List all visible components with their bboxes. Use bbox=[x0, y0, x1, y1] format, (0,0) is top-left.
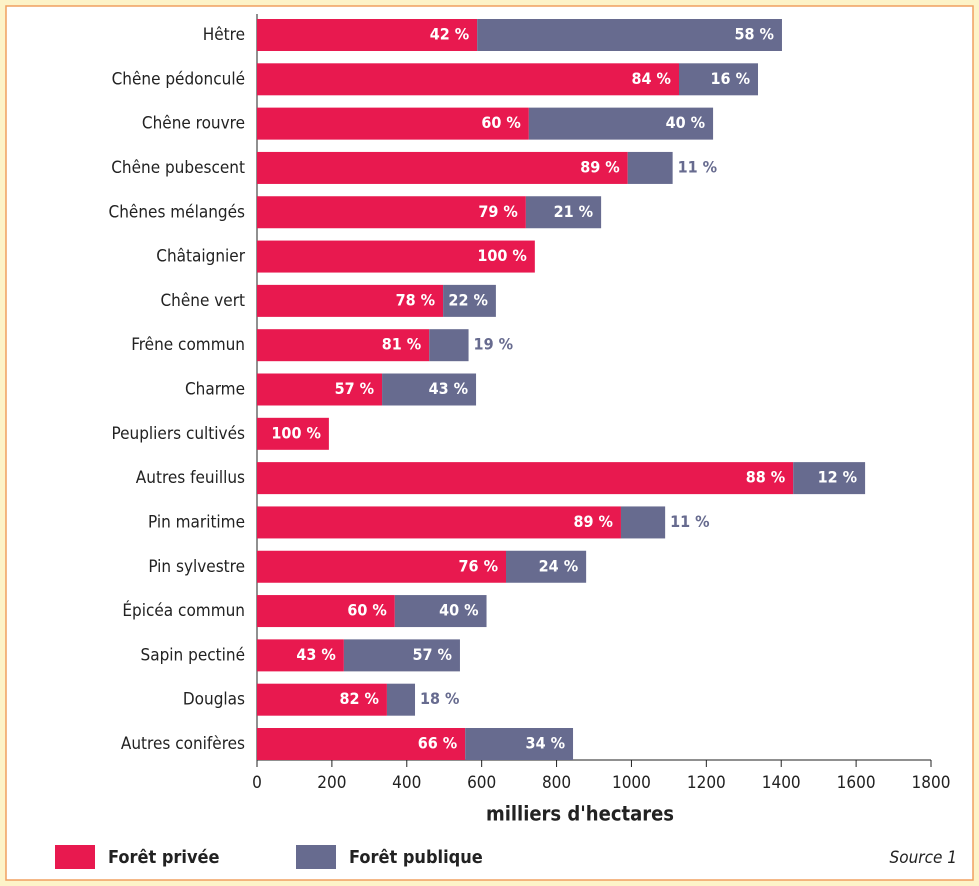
value-label: 89 % bbox=[580, 157, 619, 176]
bar-segment bbox=[429, 329, 469, 362]
y-tick-label: Châtaignier bbox=[156, 247, 245, 267]
y-tick-label: Pin sylvestre bbox=[148, 557, 245, 577]
value-label: 66 % bbox=[418, 734, 457, 753]
bar-segment bbox=[257, 683, 387, 716]
bar-segment bbox=[443, 284, 496, 317]
bar-segment bbox=[620, 506, 666, 539]
value-label: 78 % bbox=[396, 290, 435, 309]
bar-segment bbox=[627, 151, 673, 184]
bar-segment bbox=[257, 19, 478, 51]
y-tick-label: Sapin pectiné bbox=[141, 645, 245, 665]
x-tick-label: 1000 bbox=[612, 773, 651, 793]
value-label: 81 % bbox=[382, 335, 421, 354]
y-tick-label: Chêne rouvre bbox=[142, 114, 245, 134]
value-label: 22 % bbox=[448, 290, 487, 309]
value-label: 89 % bbox=[573, 512, 612, 531]
value-label: 84 % bbox=[632, 69, 671, 88]
value-label: 60 % bbox=[347, 601, 386, 620]
x-tick-label: 1400 bbox=[762, 773, 801, 793]
value-label: 24 % bbox=[539, 556, 578, 575]
y-tick-label: Chêne pédonculé bbox=[112, 69, 245, 89]
bar-segment bbox=[257, 107, 529, 140]
bar-segment bbox=[257, 63, 679, 96]
bar-segment bbox=[465, 728, 574, 760]
value-label: 57 % bbox=[412, 645, 451, 664]
legend-swatch bbox=[55, 845, 95, 869]
bar-segment bbox=[257, 462, 794, 495]
value-label: 43 % bbox=[429, 379, 468, 398]
bar-segment bbox=[257, 373, 383, 406]
value-label: 19 % bbox=[474, 335, 513, 354]
value-label: 40 % bbox=[666, 113, 705, 132]
bar-segment bbox=[343, 639, 460, 672]
value-label: 88 % bbox=[746, 468, 785, 487]
y-tick-label: Autres feuillus bbox=[136, 468, 245, 488]
value-label: 40 % bbox=[439, 601, 478, 620]
bar-segment bbox=[394, 595, 487, 628]
bar-segment bbox=[257, 240, 535, 273]
value-label: 42 % bbox=[430, 25, 469, 44]
bar-segment bbox=[506, 550, 587, 583]
bar-segment bbox=[678, 63, 759, 96]
x-tick-label: 1800 bbox=[912, 773, 951, 793]
value-label: 57 % bbox=[335, 379, 374, 398]
x-tick-label: 200 bbox=[317, 773, 346, 793]
value-label: 21 % bbox=[554, 202, 593, 221]
value-label: 11 % bbox=[678, 157, 717, 176]
bar-segment bbox=[525, 196, 602, 229]
bar-segment bbox=[477, 19, 782, 51]
y-tick-label: Frêne commun bbox=[131, 335, 245, 355]
value-label: 82 % bbox=[339, 689, 378, 708]
y-tick-label: Hêtre bbox=[203, 25, 245, 45]
value-label: 12 % bbox=[818, 468, 857, 487]
x-tick-label: 800 bbox=[542, 773, 571, 793]
value-label: 18 % bbox=[420, 689, 459, 708]
y-tick-label: Chêne pubescent bbox=[111, 158, 245, 178]
legend-label: Forêt publique bbox=[349, 847, 483, 868]
legend-label: Forêt privée bbox=[108, 847, 219, 868]
bar-segment bbox=[257, 595, 395, 628]
bar-segment bbox=[257, 417, 329, 450]
bar-segment bbox=[257, 506, 621, 539]
y-tick-label: Charme bbox=[185, 380, 245, 400]
y-tick-label: Épicéa commun bbox=[122, 599, 245, 621]
y-tick-label: Douglas bbox=[183, 690, 245, 710]
bar-segment bbox=[257, 728, 466, 760]
y-tick-label: Pin maritime bbox=[148, 512, 245, 532]
value-label: 76 % bbox=[459, 556, 498, 575]
bar-segment bbox=[793, 462, 866, 495]
bar-segment bbox=[386, 683, 416, 716]
bar-segment bbox=[257, 550, 507, 583]
value-label: 11 % bbox=[670, 512, 709, 531]
x-tick-label: 1600 bbox=[837, 773, 876, 793]
bar-segment bbox=[382, 373, 477, 406]
bar-segment bbox=[257, 151, 628, 184]
value-label: 100 % bbox=[477, 246, 526, 265]
y-tick-label: Autres conifères bbox=[121, 734, 245, 754]
value-label: 58 % bbox=[735, 25, 774, 44]
legend-swatch bbox=[296, 845, 336, 869]
value-label: 16 % bbox=[711, 69, 750, 88]
value-label: 60 % bbox=[481, 113, 520, 132]
value-label: 43 % bbox=[296, 645, 335, 664]
x-tick-label: 400 bbox=[392, 773, 421, 793]
value-label: 34 % bbox=[526, 734, 565, 753]
bar-segment bbox=[257, 329, 430, 362]
bar-segment bbox=[257, 284, 444, 317]
y-tick-label: Chênes mélangés bbox=[109, 202, 245, 222]
y-tick-label: Peupliers cultivés bbox=[112, 424, 246, 444]
bar-segment bbox=[528, 107, 714, 140]
bar-segment bbox=[257, 639, 344, 672]
bar-segment bbox=[257, 196, 526, 229]
x-tick-label: 1200 bbox=[687, 773, 726, 793]
value-label: 100 % bbox=[271, 423, 320, 442]
x-axis-title: milliers d'hectares bbox=[486, 802, 674, 826]
x-tick-label: 600 bbox=[467, 773, 496, 793]
source: Source 1 bbox=[890, 848, 957, 868]
y-tick-label: Chêne vert bbox=[161, 291, 246, 311]
value-label: 79 % bbox=[478, 202, 517, 221]
x-tick-label: 0 bbox=[252, 773, 262, 793]
